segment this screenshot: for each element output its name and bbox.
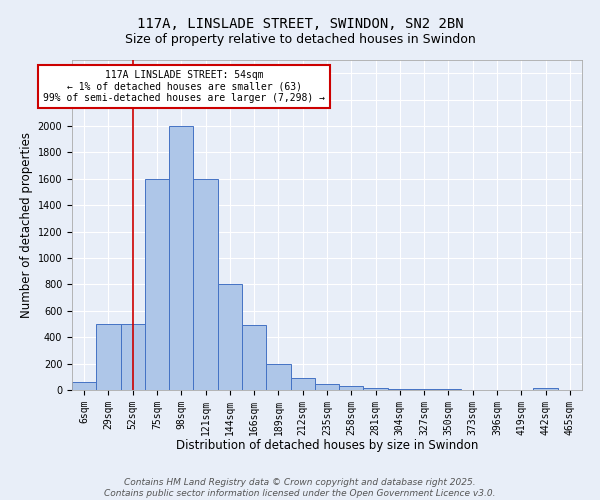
Text: Size of property relative to detached houses in Swindon: Size of property relative to detached ho…	[125, 32, 475, 46]
Text: 117A, LINSLADE STREET, SWINDON, SN2 2BN: 117A, LINSLADE STREET, SWINDON, SN2 2BN	[137, 18, 463, 32]
Bar	[193, 179, 218, 390]
Bar	[533, 388, 558, 390]
Bar	[96, 324, 121, 390]
Bar	[72, 382, 96, 390]
Text: 117A LINSLADE STREET: 54sqm
← 1% of detached houses are smaller (63)
99% of semi: 117A LINSLADE STREET: 54sqm ← 1% of deta…	[43, 70, 325, 103]
Bar	[339, 386, 364, 390]
Bar	[145, 179, 169, 390]
Text: Contains HM Land Registry data © Crown copyright and database right 2025.
Contai: Contains HM Land Registry data © Crown c…	[104, 478, 496, 498]
Bar	[364, 388, 388, 390]
Bar	[315, 384, 339, 390]
Bar	[121, 324, 145, 390]
Y-axis label: Number of detached properties: Number of detached properties	[20, 132, 34, 318]
Bar	[218, 284, 242, 390]
Bar	[242, 326, 266, 390]
X-axis label: Distribution of detached houses by size in Swindon: Distribution of detached houses by size …	[176, 439, 478, 452]
Bar	[266, 364, 290, 390]
Bar	[290, 378, 315, 390]
Bar	[388, 388, 412, 390]
Bar	[169, 126, 193, 390]
